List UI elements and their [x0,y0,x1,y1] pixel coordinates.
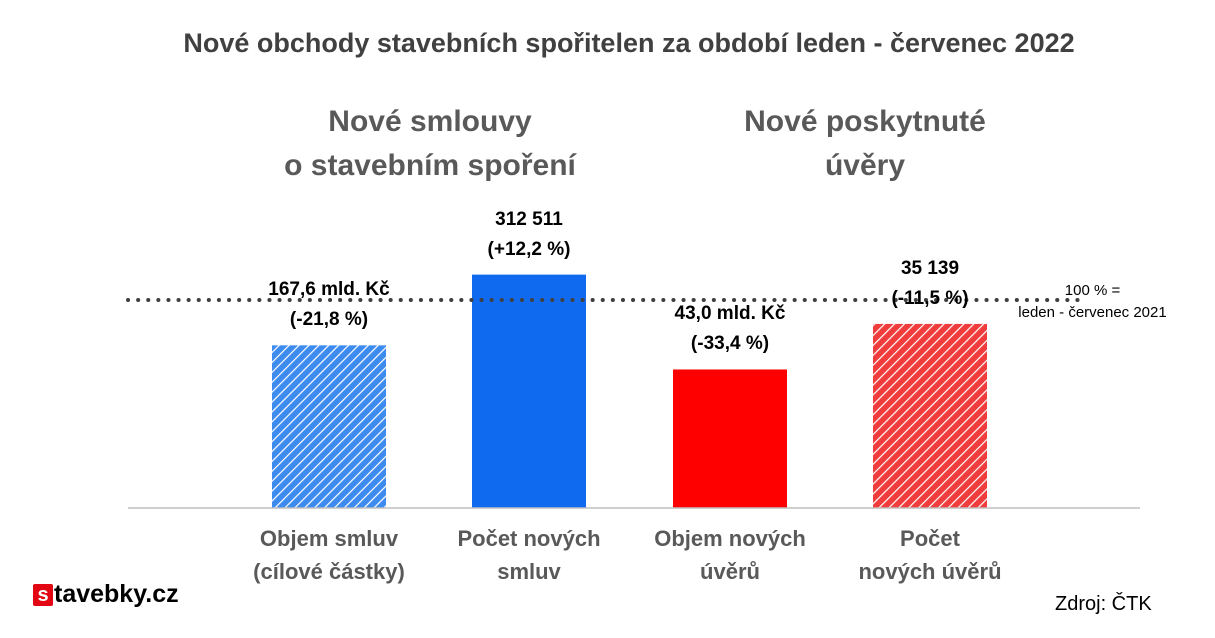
bar-objem-uveru [673,369,787,508]
bar-pocet-uveru [873,323,987,508]
category-label: Počet nových úvěrů [830,522,1030,588]
reference-line-note: 100 % = leden - červenec 2021 [1005,280,1180,324]
data-label-line: (-33,4 %) [690,333,770,355]
category-label-line: Počet [900,526,960,551]
category-label-line: Počet nových [457,526,601,551]
reference-note-line: 100 % = [1064,282,1121,299]
data-label-line: (-21,8 %) [289,309,369,331]
data-label-line: 167,6 mld. Kč [268,279,390,301]
group-label-line: Nové poskytnuté [744,105,986,138]
category-label-line: úvěrů [700,559,760,584]
category-label: Objem nových úvěrů [630,522,830,588]
group-label-line: o stavebním spoření [284,149,576,182]
data-label: 35 139 (-11,5 %) [840,254,1020,314]
category-label-line: Objem smluv [259,526,399,551]
group-label-loans: Nové poskytnuté úvěry [665,100,1065,188]
category-label-line: (cílové částky) [253,559,405,584]
data-label: 312 511 (+12,2 %) [439,205,619,265]
group-label-contracts: Nové smlouvy o stavebním spoření [230,100,630,188]
logo-mark: s [33,583,53,606]
category-label-line: Objem nových [654,526,806,551]
reference-note-line: leden - červenec 2021 [1018,304,1167,321]
data-label: 167,6 mld. Kč (-21,8 %) [239,275,419,335]
source-note: Zdroj: ČTK [1055,593,1152,615]
stavebky-logo: s tavebky.cz [33,580,179,609]
data-label-line: 43,0 mld. Kč [674,303,786,325]
data-label-line: 35 139 [900,257,960,279]
category-label: Počet nových smluv [429,522,629,588]
bar-pocet-smluv [472,274,586,508]
category-label-line: smluv [497,559,561,584]
data-label: 43,0 mld. Kč (-33,4 %) [640,299,820,359]
category-label: Objem smluv (cílové částky) [229,522,429,588]
group-label-line: úvěry [824,149,906,182]
data-label-line: (-11,5 %) [891,287,969,309]
chart-title: Nové obchody stavebních spořitelen za ob… [183,28,1075,58]
group-label-line: Nové smlouvy [328,105,532,138]
logo-text: tavebky.cz [54,580,179,608]
data-label-line: 312 511 [495,208,563,230]
category-label-line: nových úvěrů [858,559,1002,584]
bar-objem-smluv [272,345,386,508]
data-label-line: (+12,2 %) [487,238,571,260]
